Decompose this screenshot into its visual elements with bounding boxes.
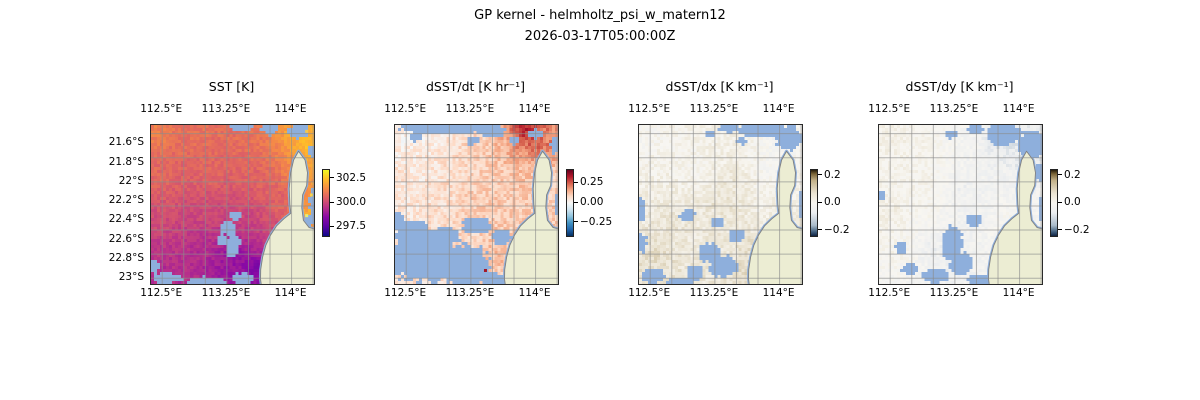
xtick-label-top: 112.5°E bbox=[868, 103, 911, 115]
colorbar-tick-label: 0.0 bbox=[1064, 196, 1081, 208]
panel-dsst-dt-title: dSST/dt [K hr⁻¹] bbox=[425, 79, 526, 94]
xtick-label-bottom: 112.5°E bbox=[868, 287, 911, 299]
xtick-label-top: 113.25°E bbox=[929, 103, 979, 115]
colorbar-tick bbox=[330, 225, 334, 227]
colorbar-tick-label: 302.5 bbox=[336, 171, 367, 184]
dsst-dy-colorbar-gradient bbox=[1050, 169, 1058, 237]
ytick-label: 22°S bbox=[118, 174, 144, 187]
xtick-label-top: 112.5°E bbox=[384, 103, 427, 115]
colorbar-tick bbox=[1058, 201, 1062, 203]
xtick-label-top: 112.5°E bbox=[140, 103, 183, 115]
colorbar-tick-label: −0.2 bbox=[1064, 223, 1090, 236]
ytick-label: 22.6°S bbox=[108, 232, 144, 245]
panel-dsst-dy-title: dSST/dy [K km⁻¹] bbox=[905, 79, 1014, 94]
colorbar-tick-label: 0.25 bbox=[580, 176, 604, 189]
ytick-label: 23°S bbox=[118, 271, 144, 284]
dsst-dt-map bbox=[394, 124, 559, 285]
panel-dsst-dy: dSST/dy [K km⁻¹] 112.5°E 113.25°E 114°E … bbox=[868, 0, 1089, 400]
xtick-label-bottom: 114°E bbox=[518, 287, 551, 299]
colorbar-tick bbox=[330, 177, 334, 179]
xtick-label-top: 113.25°E bbox=[689, 103, 739, 115]
xtick-label-top: 114°E bbox=[274, 103, 307, 115]
figure-title: GP kernel - helmholtz_psi_w_matern12 bbox=[474, 8, 726, 23]
dsst-dt-map-canvas bbox=[395, 125, 558, 284]
xtick-label-bottom: 112.5°E bbox=[384, 287, 427, 299]
colorbar-tick-label: −0.25 bbox=[580, 215, 613, 228]
dsst-dt-colorbar-gradient bbox=[566, 169, 574, 237]
colorbar-tick bbox=[1058, 229, 1062, 230]
ytick-label: 22.8°S bbox=[108, 251, 144, 264]
dsst-dx-map-canvas bbox=[639, 125, 802, 284]
xtick-label-bottom: 113.25°E bbox=[201, 287, 251, 299]
xtick-label-bottom: 112.5°E bbox=[628, 287, 671, 299]
colorbar-tick bbox=[818, 174, 822, 175]
colorbar-tick-label: 0.2 bbox=[1064, 168, 1081, 181]
xtick-label-top: 114°E bbox=[518, 103, 551, 115]
sst-colorbar-gradient bbox=[322, 169, 330, 237]
sst-map-canvas bbox=[151, 125, 314, 284]
colorbar-tick bbox=[1058, 174, 1062, 175]
xtick-label-bottom: 113.25°E bbox=[929, 287, 979, 299]
sst-map bbox=[150, 124, 315, 285]
xtick-label-bottom: 114°E bbox=[762, 287, 795, 299]
colorbar-tick-label: 300.0 bbox=[336, 196, 367, 208]
dsst-dt-colorbar: 0.25 0.00 −0.25 bbox=[566, 169, 612, 237]
colorbar-tick-label: 0.00 bbox=[580, 196, 604, 208]
colorbar-tick bbox=[574, 181, 578, 183]
dsst-dy-colorbar: 0.2 0.0 −0.2 bbox=[1050, 168, 1090, 237]
ytick-label: 22.2°S bbox=[108, 194, 144, 207]
colorbar-tick-label: 297.5 bbox=[336, 220, 367, 233]
xtick-label-top: 112.5°E bbox=[628, 103, 671, 115]
dsst-dx-map bbox=[638, 124, 803, 285]
xtick-label-top: 113.25°E bbox=[445, 103, 495, 115]
colorbar-tick bbox=[330, 201, 334, 203]
ytick-label: 21.6°S bbox=[108, 136, 144, 149]
figure-subtitle: 2026-03-17T05:00:00Z bbox=[524, 29, 676, 44]
panel-dsst-dx: dSST/dx [K km⁻¹] 112.5°E 113.25°E 114°E … bbox=[628, 0, 849, 400]
xtick-label-bottom: 113.25°E bbox=[689, 287, 739, 299]
colorbar-tick bbox=[574, 221, 578, 223]
xtick-label-bottom: 114°E bbox=[1002, 287, 1035, 299]
panel-sst: SST [K] 112.5°E 113.25°E 114°E 21.6°S 21… bbox=[109, 0, 366, 400]
colorbar-tick-label: −0.2 bbox=[824, 223, 850, 236]
xtick-label-top: 114°E bbox=[762, 103, 795, 115]
colorbar-tick bbox=[574, 201, 578, 203]
xtick-label-top: 114°E bbox=[1002, 103, 1035, 115]
xtick-label-top: 113.25°E bbox=[201, 103, 251, 115]
panel-sst-title: SST [K] bbox=[208, 79, 255, 94]
dsst-dy-map-canvas bbox=[879, 125, 1042, 284]
xtick-label-bottom: 114°E bbox=[274, 287, 307, 299]
xtick-label-bottom: 113.25°E bbox=[445, 287, 495, 299]
dsst-dx-colorbar: 0.2 0.0 −0.2 bbox=[810, 168, 850, 237]
panel-dsst-dx-title: dSST/dx [K km⁻¹] bbox=[665, 79, 774, 94]
xtick-label-bottom: 112.5°E bbox=[140, 287, 183, 299]
colorbar-tick bbox=[818, 229, 822, 230]
ytick-label: 22.4°S bbox=[108, 213, 144, 226]
sst-colorbar: 302.5 300.0 297.5 bbox=[322, 169, 366, 237]
colorbar-tick-label: 0.2 bbox=[824, 168, 841, 181]
colorbar-tick-label: 0.0 bbox=[824, 196, 841, 208]
ytick-label: 21.8°S bbox=[108, 155, 144, 168]
colorbar-tick bbox=[818, 201, 822, 203]
dsst-dx-colorbar-gradient bbox=[810, 169, 818, 237]
dsst-dy-map bbox=[878, 124, 1043, 285]
panel-dsst-dt: dSST/dt [K hr⁻¹] 112.5°E 113.25°E 114°E … bbox=[384, 0, 612, 400]
